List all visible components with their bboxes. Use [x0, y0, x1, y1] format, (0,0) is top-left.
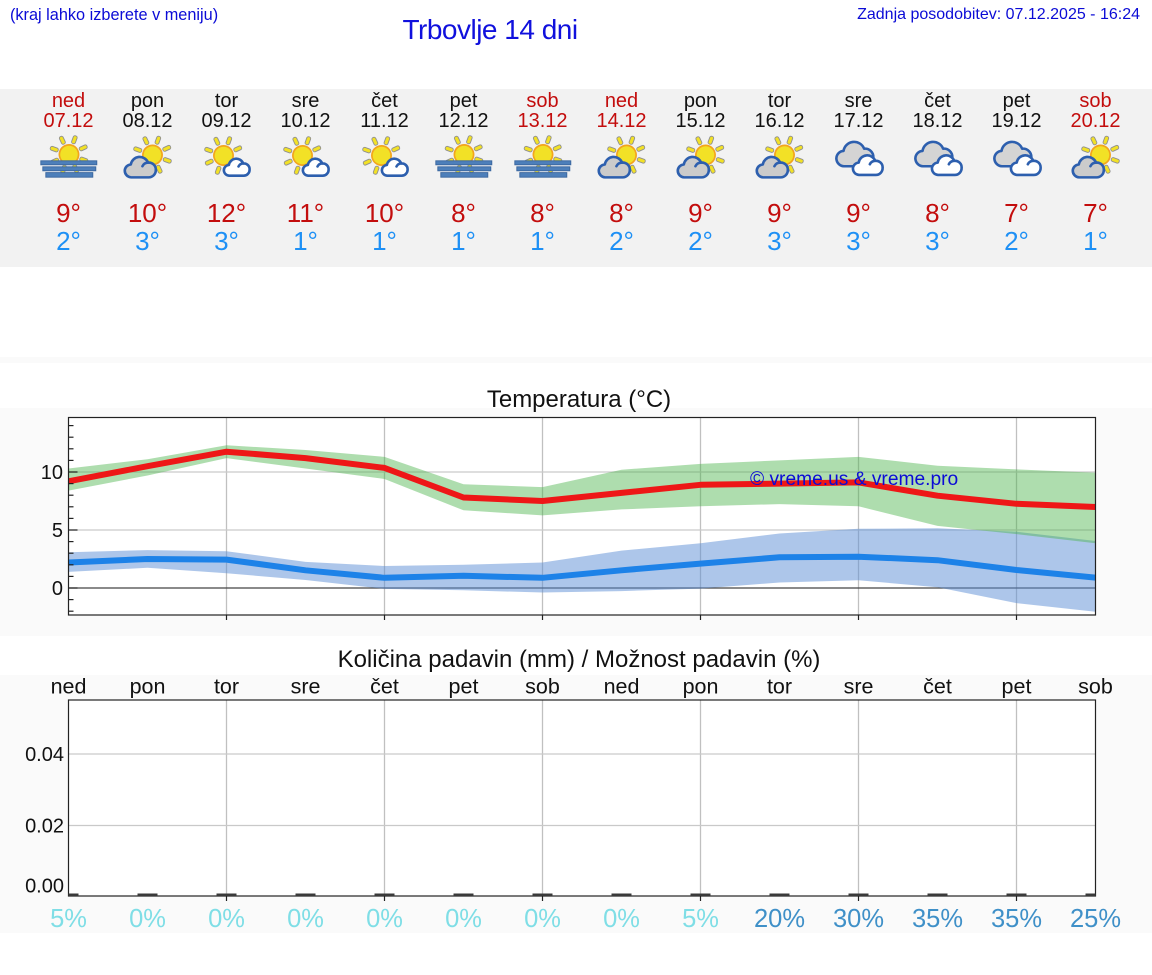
svg-text:sre: sre [291, 675, 321, 699]
svg-text:0%: 0% [287, 905, 324, 933]
svg-text:10: 10 [41, 462, 63, 484]
svg-text:pet: pet [1002, 675, 1032, 699]
svg-text:5: 5 [52, 520, 63, 542]
svg-text:30%: 30% [833, 905, 884, 933]
svg-text:20%: 20% [754, 905, 805, 933]
svg-text:sre: sre [844, 675, 874, 699]
svg-text:pon: pon [683, 675, 719, 699]
svg-text:tor: tor [767, 675, 792, 699]
svg-text:sob: sob [1078, 675, 1113, 699]
svg-text:0%: 0% [208, 905, 245, 933]
svg-text:0.04: 0.04 [25, 744, 64, 766]
svg-text:tor: tor [214, 675, 239, 699]
svg-text:35%: 35% [991, 905, 1042, 933]
svg-text:0.02: 0.02 [25, 816, 64, 838]
svg-text:25%: 25% [1070, 905, 1121, 933]
svg-text:0: 0 [52, 578, 63, 600]
svg-text:5%: 5% [50, 905, 87, 933]
svg-text:0%: 0% [524, 905, 561, 933]
svg-text:pon: pon [130, 675, 166, 699]
svg-text:0.00: 0.00 [25, 876, 64, 898]
svg-text:ned: ned [604, 675, 640, 699]
svg-text:pet: pet [449, 675, 479, 699]
svg-text:sob: sob [525, 675, 560, 699]
svg-text:čet: čet [923, 675, 952, 699]
svg-text:© vreme.us & vreme.pro: © vreme.us & vreme.pro [750, 469, 958, 490]
svg-text:0%: 0% [603, 905, 640, 933]
svg-text:35%: 35% [912, 905, 963, 933]
svg-text:0%: 0% [445, 905, 482, 933]
svg-text:0%: 0% [129, 905, 166, 933]
svg-text:čet: čet [370, 675, 399, 699]
svg-text:5%: 5% [682, 905, 719, 933]
svg-text:0%: 0% [366, 905, 403, 933]
svg-text:ned: ned [51, 675, 87, 699]
